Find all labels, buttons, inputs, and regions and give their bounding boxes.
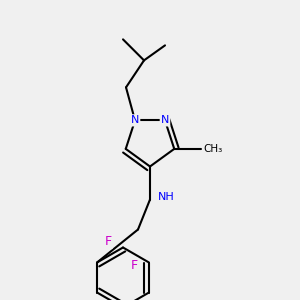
Text: CH₃: CH₃ (204, 144, 223, 154)
Text: F: F (130, 259, 137, 272)
Text: F: F (104, 235, 112, 248)
Text: NH: NH (158, 191, 175, 202)
Text: N: N (131, 116, 139, 125)
Text: N: N (161, 116, 169, 125)
